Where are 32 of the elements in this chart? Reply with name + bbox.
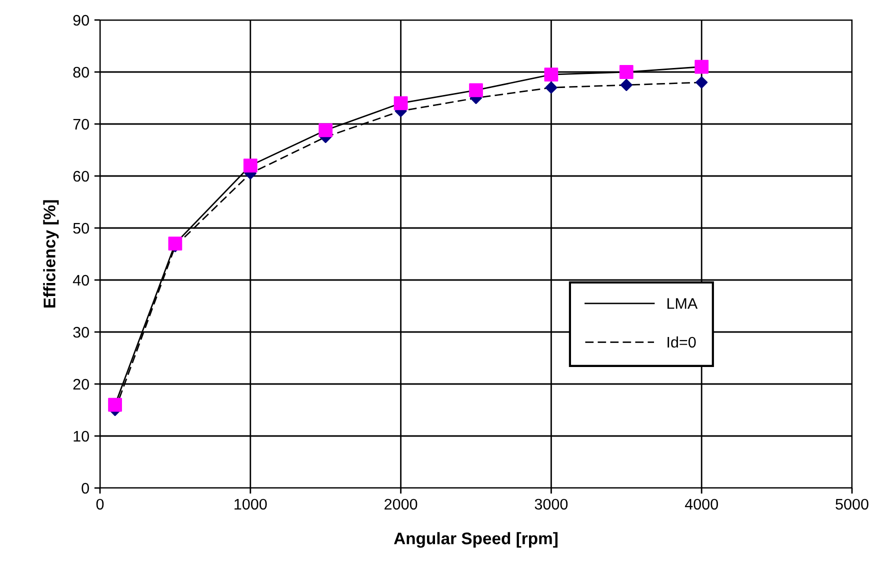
point — [544, 68, 558, 82]
y-tick-label: 0 — [82, 482, 89, 494]
x-tick-label: 2000 — [384, 498, 418, 510]
point — [619, 65, 634, 79]
y-tick-label: 90 — [73, 14, 89, 26]
y-axis-title: Efficiency [%] — [43, 200, 59, 308]
legend-label: LMA — [667, 298, 698, 309]
x-tick-label: 5000 — [836, 498, 868, 510]
y-tick-label: 20 — [73, 378, 89, 390]
x-tick-label: 1000 — [234, 498, 267, 510]
x-axis-title: Angular Speed [rpm] — [394, 532, 558, 548]
y-tick-label: 30 — [73, 326, 89, 338]
y-tick-label: 50 — [73, 222, 89, 234]
point — [694, 60, 709, 74]
point — [168, 236, 182, 251]
y-tick-label: 10 — [74, 430, 89, 442]
y-tick-label: 80 — [73, 66, 89, 78]
y-tick-label: 40 — [72, 274, 89, 286]
x-tick-label: 3000 — [534, 498, 568, 510]
point — [243, 158, 258, 173]
point — [469, 83, 483, 98]
point — [394, 96, 408, 110]
point — [696, 76, 708, 88]
y-tick-label: 60 — [73, 170, 89, 182]
point — [620, 78, 632, 92]
point — [318, 123, 333, 138]
y-tick-label: 70 — [73, 118, 89, 130]
point — [545, 82, 558, 94]
legend-label: Id=0 — [668, 336, 696, 348]
x-tick-label: 0 — [96, 498, 104, 510]
point — [108, 398, 122, 412]
x-tick-label: 4000 — [684, 498, 718, 510]
